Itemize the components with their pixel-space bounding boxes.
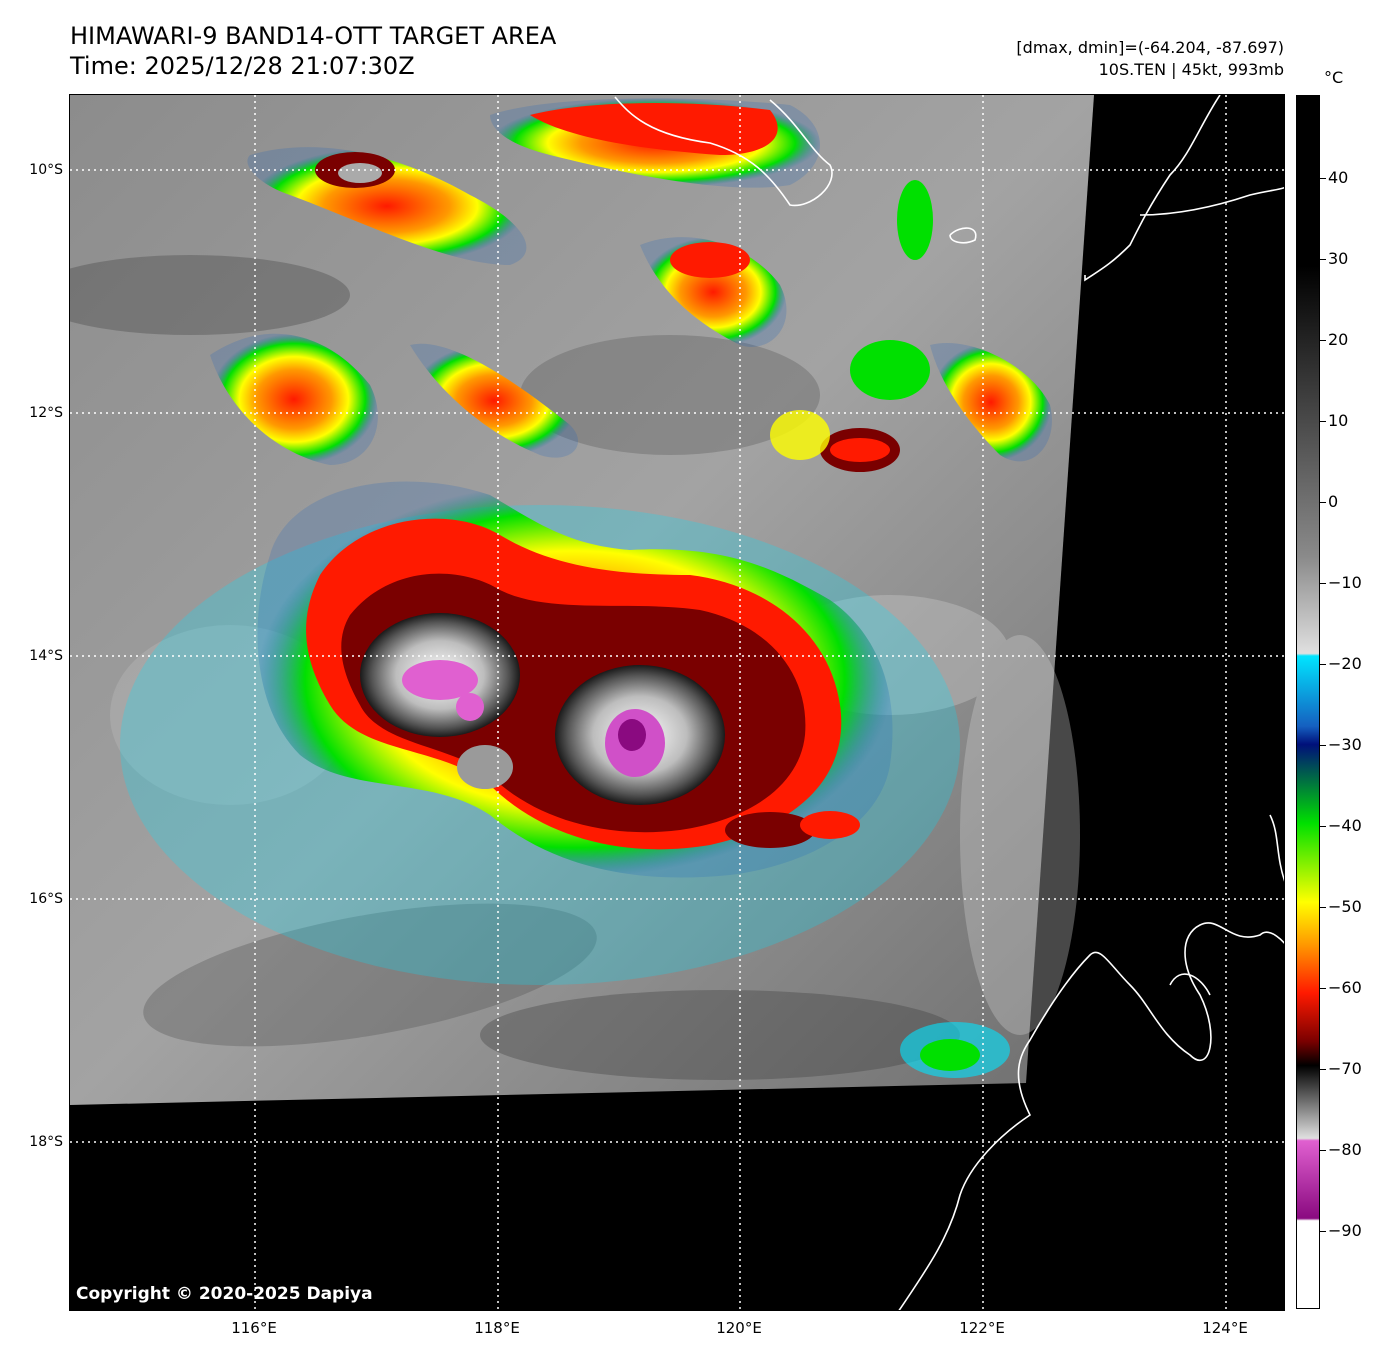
lat-label-12s: 12°S	[29, 405, 63, 421]
coldest-area-west	[402, 660, 478, 700]
lat-label-10s: 10°S	[29, 162, 63, 178]
colorbar-unit: °C	[1324, 68, 1344, 87]
colorbar-tick-mark	[1320, 178, 1326, 179]
colorbar-tick-mark	[1320, 907, 1326, 908]
colorbar-tick-label: −10	[1328, 573, 1362, 592]
observation-time: Time: 2025/12/28 21:07:30Z	[70, 52, 415, 80]
colorbar-tick-label: −80	[1328, 1140, 1362, 1159]
colorbar-tick-label: 40	[1328, 168, 1349, 187]
colorbar-tick-mark	[1320, 745, 1326, 746]
copyright-text: Copyright © 2020-2025 Dapiya	[76, 1284, 373, 1304]
colorbar-tick-mark	[1320, 340, 1326, 341]
colorbar-tick-mark	[1320, 826, 1326, 827]
colorbar-tick-mark	[1320, 664, 1326, 665]
satellite-map: Copyright © 2020-2025 Dapiya	[69, 94, 1285, 1311]
colorbar-tick-mark	[1320, 988, 1326, 989]
coastlines	[614, 95, 1284, 1310]
colorbar-tick-label: −20	[1328, 654, 1362, 673]
lat-label-14s: 14°S	[29, 648, 63, 664]
colorbar-tick-mark	[1320, 1069, 1326, 1070]
colorbar-tick-label: −30	[1328, 735, 1362, 754]
lon-label-116e: 116°E	[231, 1319, 277, 1337]
colorbar-tick-mark	[1320, 502, 1326, 503]
colorbar-tick-label: −90	[1328, 1221, 1362, 1240]
colorbar-tick-mark	[1320, 259, 1326, 260]
colorbar-tick-label: −40	[1328, 816, 1362, 835]
chart-title: HIMAWARI-9 BAND14-OTT TARGET AREA	[70, 22, 557, 50]
colorbar-tick-label: 30	[1328, 249, 1349, 268]
lat-label-18s: 18°S	[29, 1134, 63, 1150]
colorbar-tick-label: −60	[1328, 978, 1362, 997]
satellite-imagery	[70, 95, 1284, 1310]
lon-label-122e: 122°E	[959, 1319, 1005, 1337]
colorbar	[1296, 95, 1320, 1309]
colorbar-tick-label: −50	[1328, 897, 1362, 916]
colorbar-tick-mark	[1320, 1231, 1326, 1232]
colorbar-tick-label: 20	[1328, 330, 1349, 349]
colorbar-tick-mark	[1320, 1150, 1326, 1151]
lon-label-124e: 124°E	[1202, 1319, 1248, 1337]
colorbar-tick-mark	[1320, 421, 1326, 422]
lon-label-120e: 120°E	[716, 1319, 762, 1337]
colorbar-tick-mark	[1320, 583, 1326, 584]
graticule	[70, 95, 1284, 1310]
lat-label-16s: 16°S	[29, 891, 63, 907]
storm-info: 10S.TEN | 45kt, 993mb	[1098, 60, 1284, 79]
temperature-range: [dmax, dmin]=(-64.204, -87.697)	[1016, 38, 1284, 57]
colorbar-tick-label: 0	[1328, 492, 1339, 511]
colorbar-tick-label: −70	[1328, 1059, 1362, 1078]
colorbar-tick-label: 10	[1328, 411, 1349, 430]
lon-label-118e: 118°E	[474, 1319, 520, 1337]
